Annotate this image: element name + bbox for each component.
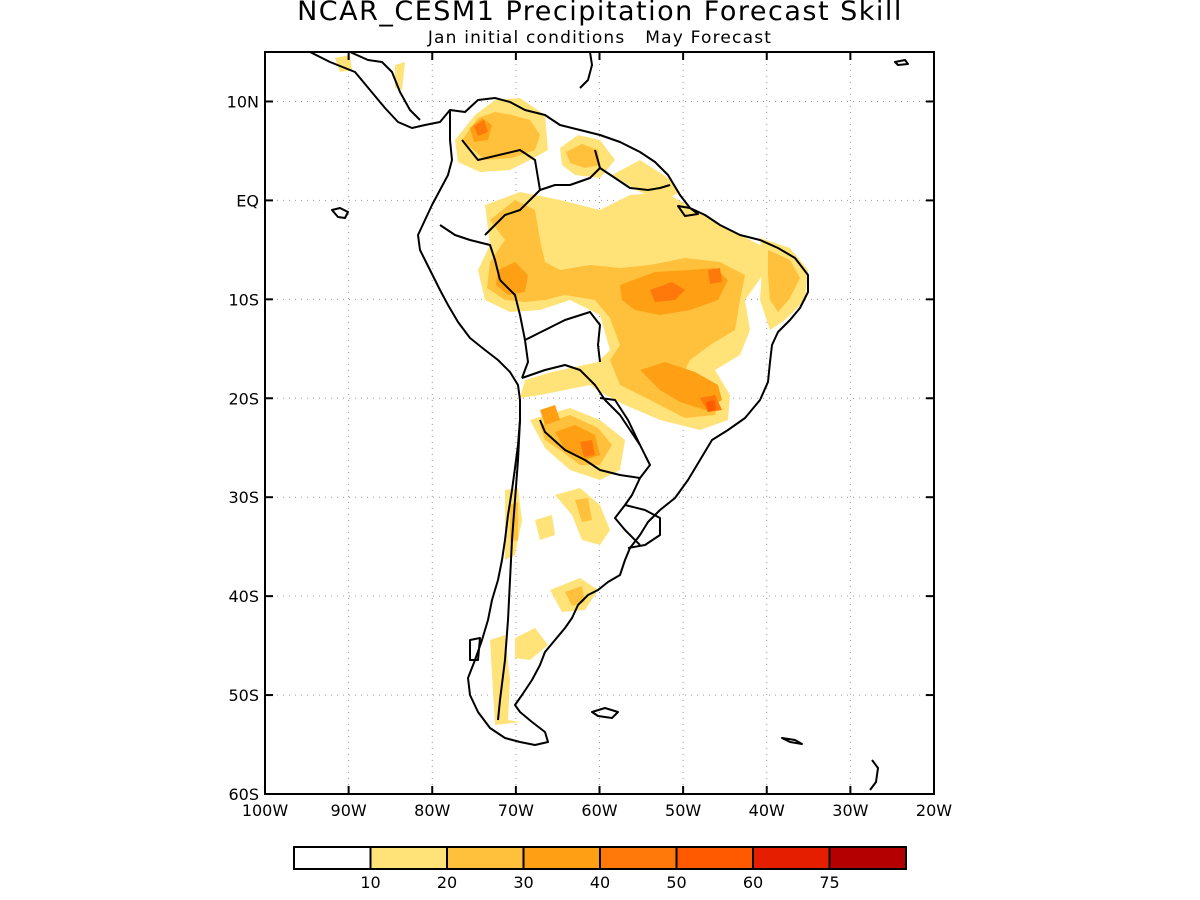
longitude-labels: 100W 90W 80W 70W 60W 50W 40W 30W 20W (242, 801, 952, 820)
colorbar-label: 50 (666, 873, 686, 892)
colorbar: 10 20 30 40 50 60 75 (293, 846, 907, 892)
colorbar-swatch (675, 846, 754, 870)
skill-area-rio-peak (706, 400, 716, 412)
lon-tick-label: 100W (242, 801, 289, 820)
coastlines (309, 52, 909, 791)
skill-area-panama (395, 62, 405, 90)
skill-area-argentina-b (535, 515, 555, 540)
lon-tick-label: 80W (414, 801, 450, 820)
border-peru-brazil (499, 279, 529, 379)
colorbar-label: 40 (590, 873, 610, 892)
colorbar-swatch (369, 846, 448, 870)
coastline-falklands (591, 707, 619, 719)
lat-tick-label: 20S (228, 389, 259, 408)
skill-area-central-argentina (575, 498, 592, 522)
skill-area-brazil-east-max (708, 268, 722, 284)
map-title: NCAR_CESM1 Precipitation Forecast Skill (297, 0, 903, 27)
map-subtitle: Jan initial conditions May Forecast (427, 28, 773, 48)
border-guianas (599, 167, 671, 191)
skill-area-bolivia (540, 405, 560, 425)
colorbar-swatch (752, 846, 831, 870)
skill-area-nw-amazon (487, 200, 745, 418)
skill-area-guianas (612, 160, 680, 200)
lon-tick-label: 70W (498, 801, 534, 820)
colorbar-label: 20 (437, 873, 457, 892)
lat-tick-label: 60S (228, 785, 259, 804)
lat-tick-label: EQ (236, 191, 259, 210)
border-argentina-brazil (614, 477, 641, 546)
colorbar-label: 60 (743, 873, 763, 892)
colorbar-swatch (522, 846, 601, 870)
latitude-labels: 10N EQ 10S 20S 30S 40S 50S 60S (227, 92, 259, 804)
lon-tick-label: 90W (331, 801, 367, 820)
coastline-trinidad (677, 205, 699, 217)
colorbar-swatch (446, 846, 525, 870)
lat-tick-label: 40S (228, 587, 259, 606)
border-venezuela (539, 149, 601, 191)
skill-area-colombia-max (474, 120, 488, 136)
gridlines (265, 52, 934, 794)
colorbar-label: 10 (360, 873, 380, 892)
coastline-galapagos (331, 207, 349, 219)
coastline-sandwich-islands (869, 759, 879, 791)
lat-tick-label: 10N (227, 92, 259, 111)
skill-area-ne-brazil-core (768, 250, 800, 312)
skill-area-patagonia (515, 628, 548, 660)
lon-tick-label: 30W (832, 801, 868, 820)
lon-tick-label: 50W (665, 801, 701, 820)
coastline-south-america (417, 97, 809, 746)
colorbar-swatch (599, 846, 678, 870)
skill-contours-50-60 (706, 400, 716, 412)
border-argentina-chile (497, 419, 521, 721)
border-bolivia (521, 364, 641, 446)
lon-tick-label: 20W (916, 801, 952, 820)
border-bolivia-brazil (524, 311, 601, 363)
coastline-islet-northeast (894, 59, 909, 66)
colorbar-label: 75 (819, 873, 839, 892)
skill-area-peru-amazon (496, 262, 528, 295)
skill-area-southern-chile (490, 635, 520, 725)
border-paraguay (539, 397, 651, 479)
coastline-chiloe (469, 637, 481, 661)
axis-ticks (264, 52, 935, 795)
lon-tick-label: 40W (749, 801, 785, 820)
colorbar-label: 30 (513, 873, 533, 892)
colorbar-swatch (828, 846, 907, 870)
border-uruguay (624, 504, 661, 549)
colorbar-swatch (293, 846, 372, 870)
lat-tick-label: 50S (228, 686, 259, 705)
skill-area-venezuela-core (566, 144, 600, 168)
lat-tick-label: 30S (228, 488, 259, 507)
skill-contours-40-50 (474, 120, 722, 457)
coastline-caribbean-islands (579, 52, 593, 89)
border-ecuador-peru (439, 224, 501, 281)
coastline-central-america (309, 52, 451, 129)
lat-tick-label: 10S (228, 290, 259, 309)
coastline-south-georgia (781, 737, 803, 745)
coastline-caribbean (349, 52, 421, 121)
lon-tick-label: 60W (581, 801, 617, 820)
skill-area-paraguay-max (580, 440, 595, 457)
skill-area-pampas-core (565, 586, 585, 606)
skill-area-brazil-max (650, 282, 685, 302)
